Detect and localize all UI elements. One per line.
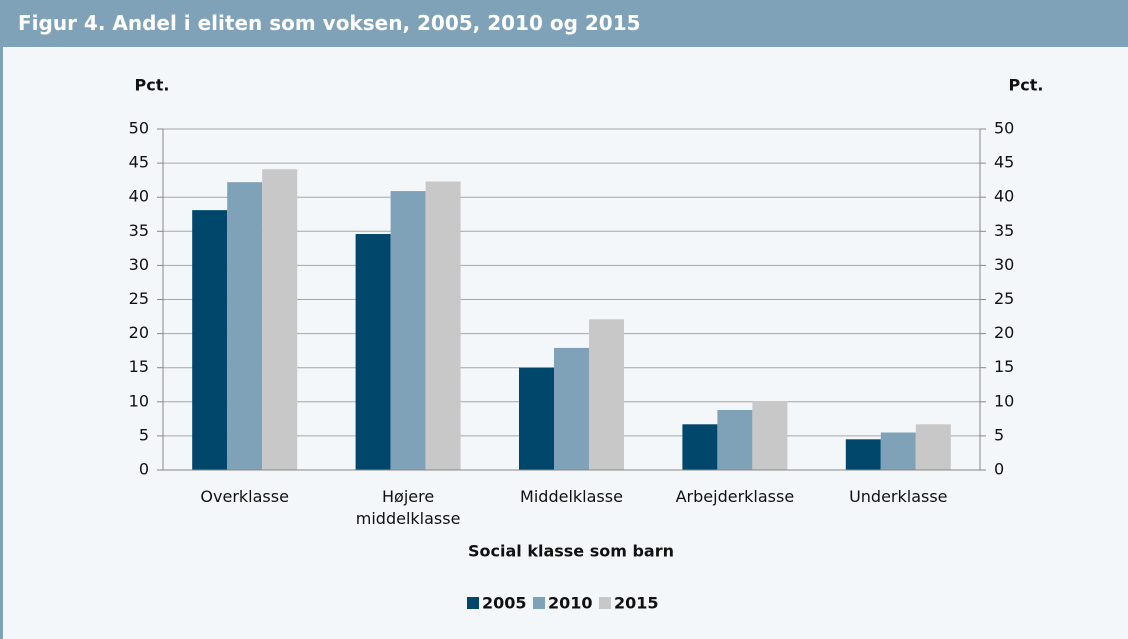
y-tick-label: 20 <box>129 323 149 342</box>
y2-tick-label: 35 <box>994 221 1014 240</box>
x-tick-label: Højere middelklasse <box>355 487 461 528</box>
bar <box>519 367 554 470</box>
x-tick-label: Arbejderklasse <box>675 487 795 506</box>
y-tick-label: 25 <box>129 289 149 308</box>
bar <box>390 191 426 470</box>
bar <box>355 234 391 470</box>
bar <box>425 181 461 470</box>
y2-tick-label: 25 <box>994 289 1014 308</box>
y-tick-label: 40 <box>129 187 149 206</box>
legend-swatch <box>533 597 545 609</box>
y2-tick-label: 45 <box>994 153 1014 172</box>
x-tick-label: Overklasse <box>200 487 289 506</box>
bar <box>682 424 718 470</box>
y2-tick-label: 20 <box>994 323 1014 342</box>
bar <box>227 182 263 471</box>
y-tick-label: 5 <box>139 425 149 444</box>
bar <box>717 409 753 470</box>
y2-tick-label: 40 <box>994 187 1014 206</box>
y2-tick-label: 50 <box>994 119 1014 138</box>
x-tick-label: Underklasse <box>849 487 948 506</box>
y-tick-label: 0 <box>139 460 149 479</box>
x-tick-label: Middelklasse <box>520 487 623 506</box>
legend-label: 2010 <box>548 594 593 613</box>
y2-axis-label: Pct. <box>1009 76 1044 95</box>
y-tick-label: 30 <box>129 255 149 274</box>
legend-swatch <box>467 597 479 609</box>
y2-tick-label: 5 <box>994 425 1004 444</box>
y-tick-label: 35 <box>129 221 149 240</box>
y-tick-label: 45 <box>129 153 149 172</box>
x-axis-label: Social klasse som barn <box>468 542 674 561</box>
legend-swatch <box>599 597 611 609</box>
bar <box>589 319 624 470</box>
y2-tick-label: 0 <box>994 460 1004 479</box>
y-axis-label: Pct. <box>135 76 170 95</box>
bar <box>192 210 228 470</box>
chart-title: Figur 4. Andel i eliten som voksen, 2005… <box>0 0 1128 47</box>
border <box>0 47 3 639</box>
y-tick-label: 15 <box>129 357 149 376</box>
y-tick-label: 10 <box>129 391 149 410</box>
legend-label: 2005 <box>482 594 527 613</box>
y2-tick-label: 30 <box>994 255 1014 274</box>
bar <box>752 401 788 470</box>
y-tick-label: 50 <box>129 119 149 138</box>
bar <box>554 347 589 470</box>
bar <box>262 169 298 470</box>
bar <box>880 432 916 470</box>
bar <box>845 439 881 470</box>
y2-tick-label: 15 <box>994 357 1014 376</box>
bar <box>915 424 951 470</box>
legend-label: 2015 <box>614 594 659 613</box>
y2-tick-label: 10 <box>994 391 1014 410</box>
